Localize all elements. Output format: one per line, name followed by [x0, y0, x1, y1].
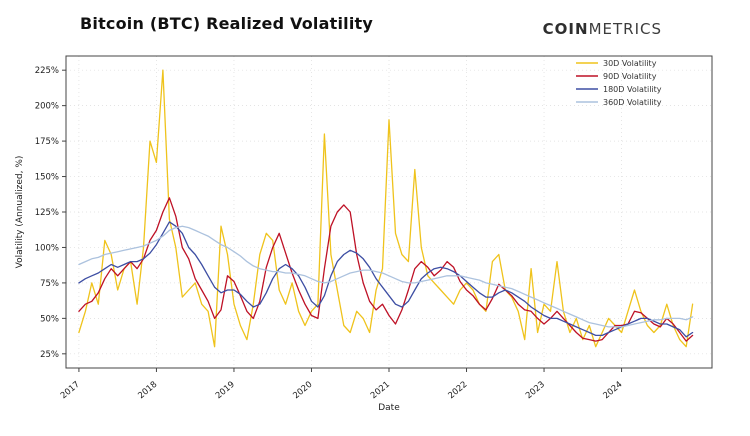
legend-label: 180D Volatility: [603, 85, 662, 94]
x-tick-label: 2019: [214, 380, 237, 402]
series-line-180d-volatility: [78, 221, 694, 338]
logo-metrics: METRICS: [588, 20, 662, 38]
x-tick-label: 2022: [446, 380, 469, 402]
page-title: Bitcoin (BTC) Realized Volatility: [80, 14, 373, 33]
legend-label: 30D Volatility: [603, 59, 657, 68]
y-tick-label: 225%: [35, 66, 59, 76]
x-tick-label: 2021: [369, 380, 392, 402]
volatility-chart: 25% 50% 75% 100% 125% 150% 175% 200% 225% 2017 201…: [8, 46, 742, 432]
y-tick-label: 175%: [35, 137, 59, 147]
coinmetrics-logo: COINMETRICS: [543, 20, 662, 38]
logo-coin: COIN: [542, 20, 589, 38]
y-tick-label: 75%: [40, 279, 59, 289]
y-tick-label: 50%: [40, 314, 59, 324]
y-axis-label: Volatility (Annualized, %): [15, 156, 25, 269]
y-tick-label: 150%: [35, 173, 59, 183]
series-line-360d-volatility: [78, 225, 694, 328]
volatility-chart-svg: 25% 50% 75% 100% 125% 150% 175% 200% 225% 2017 201…: [15, 55, 713, 413]
legend-label: 90D Volatility: [603, 72, 657, 81]
series-line-90d-volatility: [78, 197, 694, 342]
x-tick-label: 2017: [59, 380, 82, 402]
y-tick-label: 200%: [35, 102, 59, 112]
y-tick-label: 125%: [35, 208, 59, 218]
x-tick-label: 2023: [524, 380, 547, 402]
x-tick-label: 2024: [601, 380, 624, 402]
series-line-30d-volatility: [78, 69, 694, 348]
legend-label: 360D Volatility: [603, 98, 662, 107]
x-tick-label: 2018: [136, 380, 159, 402]
y-tick-label: 25%: [40, 350, 59, 360]
x-axis-label: Date: [378, 403, 400, 413]
x-tick-label: 2020: [291, 380, 314, 402]
y-tick-label: 100%: [35, 243, 59, 253]
